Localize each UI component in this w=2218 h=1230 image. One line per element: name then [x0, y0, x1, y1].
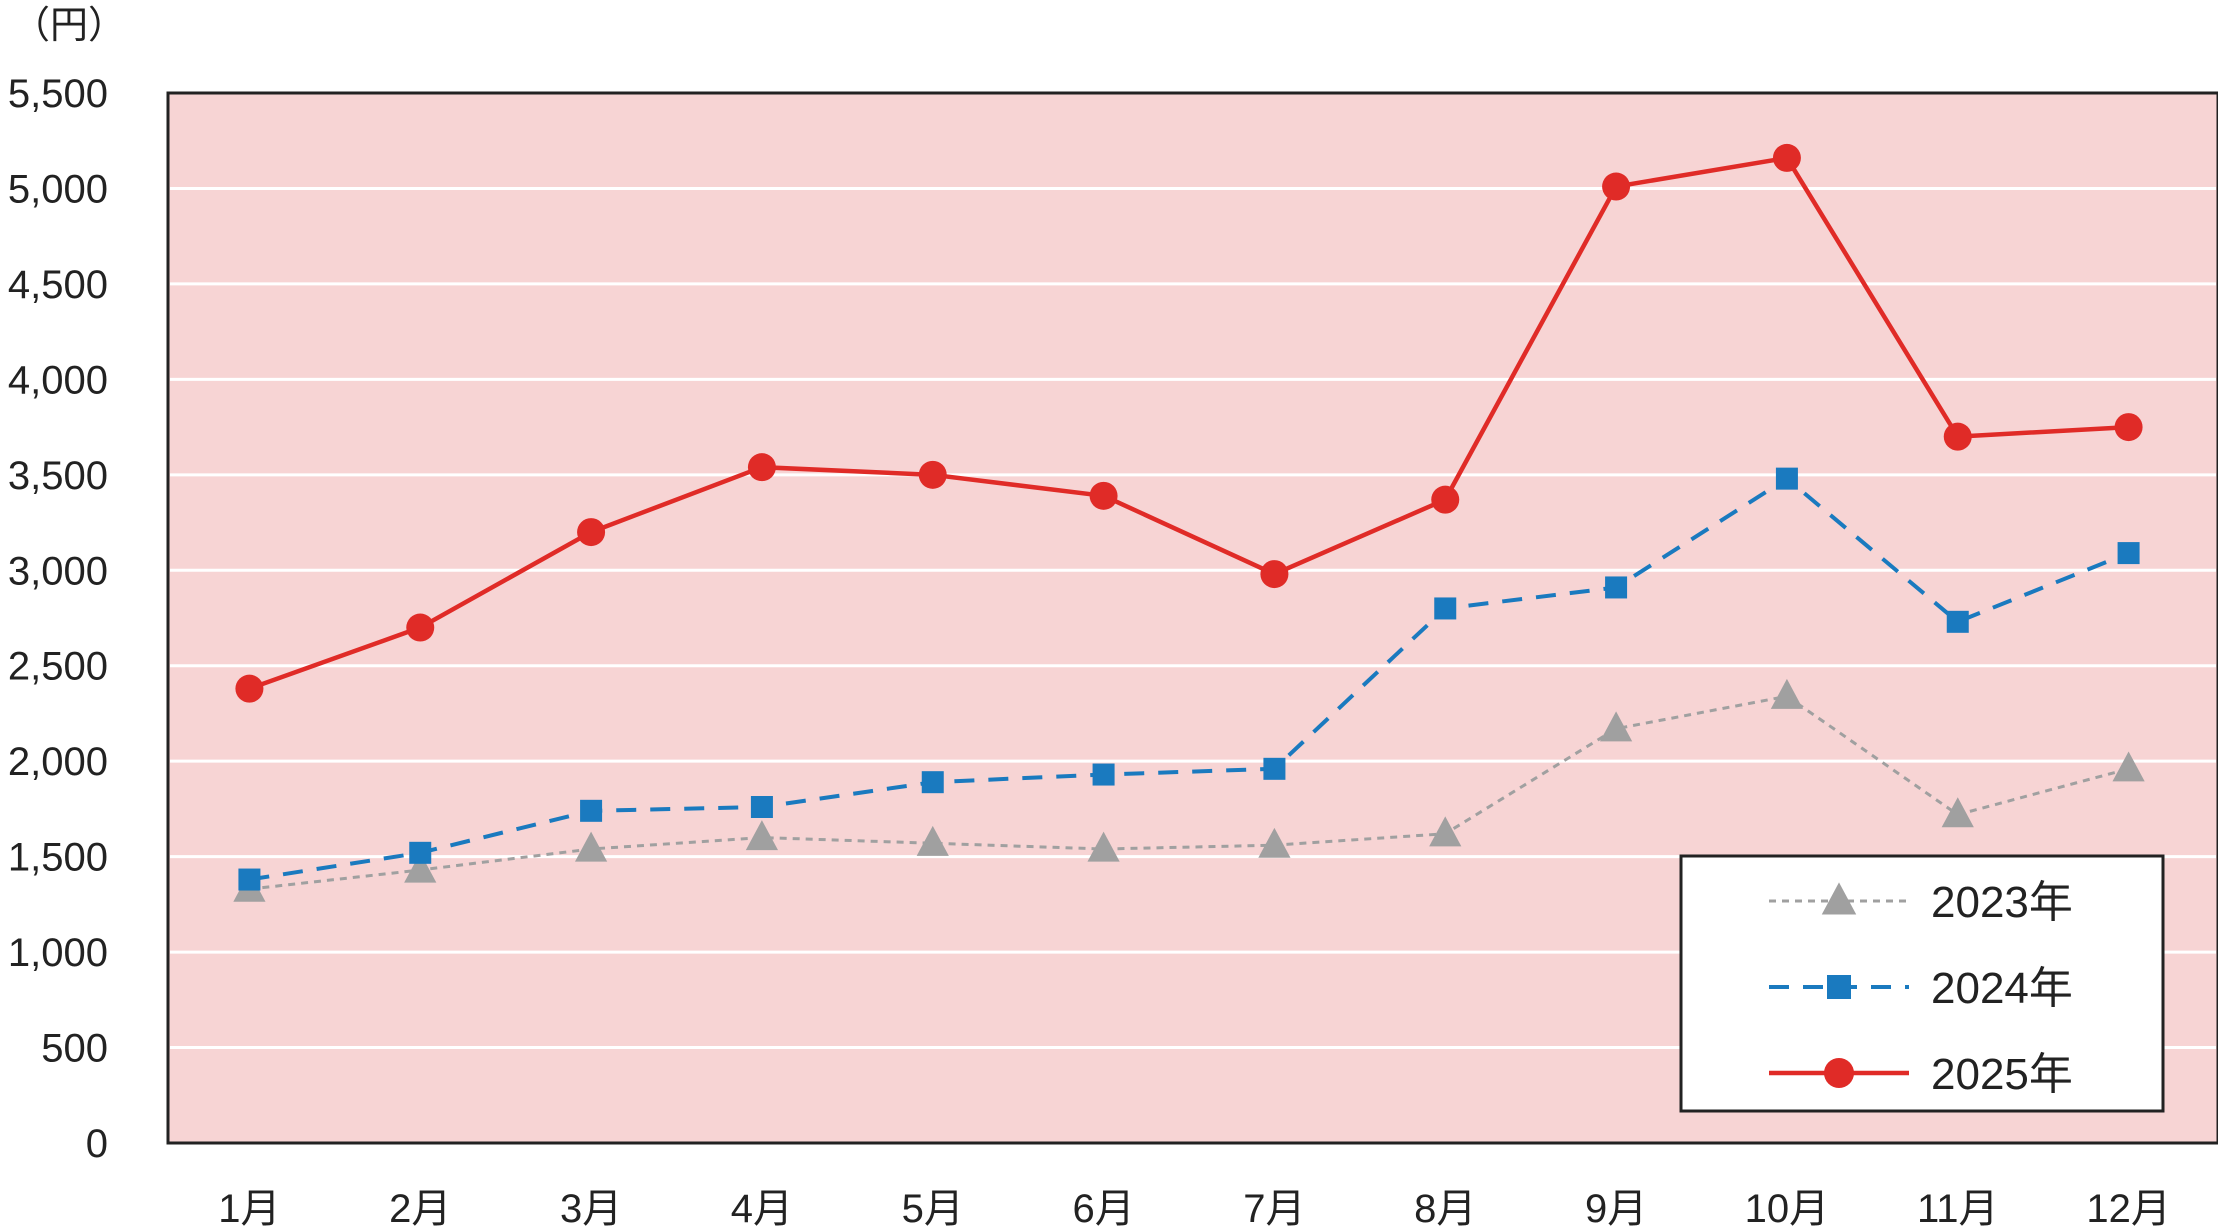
data-point: [1260, 560, 1289, 589]
x-tick-label: 2月: [389, 1187, 451, 1230]
x-tick-label: 11月: [1917, 1187, 1999, 1230]
data-point: [747, 453, 776, 482]
data-point: [235, 674, 264, 703]
x-tick-label: 8月: [1414, 1187, 1476, 1230]
legend-box: [1679, 854, 2165, 1113]
data-point: [1770, 678, 1804, 709]
data-point: [918, 460, 947, 489]
y-tick-label: 4,000: [8, 358, 108, 402]
y-unit-label: （円）: [12, 3, 126, 47]
data-point: [580, 799, 603, 822]
x-tick-label: 5月: [902, 1187, 964, 1230]
legend-marker: [1821, 882, 1857, 915]
series-line: [249, 476, 2130, 882]
y-tick-label: 1,500: [8, 836, 108, 880]
x-tick-label: 10月: [1745, 1187, 1830, 1230]
legend-item: 2024年: [1769, 964, 2073, 1013]
data-point: [577, 518, 606, 547]
data-point: [1431, 485, 1460, 514]
x-tick-label: 4月: [731, 1187, 793, 1230]
y-tick-label: 2,000: [8, 740, 108, 784]
gridlines: [170, 186, 2216, 1050]
data-point: [1602, 172, 1631, 201]
data-point: [404, 852, 437, 883]
legend-marker: [1824, 1058, 1854, 1088]
data-point: [2117, 542, 2140, 565]
series-3: [235, 143, 2143, 703]
series-line: [249, 694, 2129, 891]
x-tick-label: 7月: [1243, 1187, 1305, 1230]
series-1: [233, 678, 2145, 902]
data-point: [1092, 763, 1115, 786]
data-point: [921, 771, 944, 794]
y-tick-label: 3,000: [8, 549, 108, 593]
data-point: [1258, 827, 1291, 858]
data-point: [1089, 481, 1118, 510]
y-tick-label: 5,000: [8, 167, 108, 211]
x-tick-label: 12月: [2086, 1187, 2171, 1230]
data-point: [916, 825, 949, 856]
x-axis: 1月 2月 3月 4月 5月 6月 7月 8月 9月 10月 11月 12月: [218, 1187, 2171, 1230]
y-tick-label: 4,500: [8, 263, 108, 307]
x-tick-label: 1月: [218, 1187, 280, 1230]
series-layer: [233, 143, 2145, 902]
series-line: [248, 155, 2129, 691]
y-tick-label: 1,000: [8, 931, 108, 975]
data-point: [1599, 711, 1633, 742]
data-point: [1263, 757, 1286, 780]
y-tick-label: 5,500: [8, 72, 108, 116]
series-2: [238, 467, 2140, 891]
data-point: [1429, 816, 1462, 847]
legend-item: 2025年: [1769, 1050, 2073, 1099]
data-point: [745, 820, 779, 851]
y-tick-label: 3,500: [8, 454, 108, 498]
data-point: [2112, 751, 2145, 782]
data-point: [406, 613, 435, 642]
data-point: [1946, 610, 1969, 633]
legend-label: 2025年: [1931, 1050, 2073, 1099]
data-point: [750, 796, 773, 818]
data-point: [1943, 422, 1972, 451]
x-tick-label: 9月: [1585, 1187, 1647, 1230]
y-tick-label: 2,500: [8, 645, 108, 689]
data-point: [1605, 576, 1628, 599]
y-axis: 0 500 1,000 1,500 2,000 2,500 3,000 3,500 4,000 4…: [8, 72, 108, 1166]
data-point: [574, 831, 608, 862]
data-point: [2114, 413, 2143, 442]
data-point: [1772, 143, 1801, 172]
x-tick-label: 3月: [560, 1187, 622, 1230]
data-point: [1775, 467, 1798, 490]
legend-label: 2024年: [1931, 964, 2073, 1013]
x-tick-label: 6月: [1072, 1187, 1134, 1230]
y-tick-label: 0: [86, 1122, 108, 1166]
legend-marker: [1827, 975, 1851, 999]
data-point: [1941, 797, 1974, 828]
legend-label: 2023年: [1931, 878, 2073, 927]
legend: 2023年 2024年 2025年: [1679, 854, 2165, 1113]
y-tick-label: 500: [41, 1027, 108, 1071]
data-point: [1087, 831, 1120, 862]
data-point: [238, 868, 261, 891]
legend-item: 2023年: [1769, 878, 2073, 927]
data-point: [409, 841, 432, 864]
data-point: [1434, 597, 1457, 620]
